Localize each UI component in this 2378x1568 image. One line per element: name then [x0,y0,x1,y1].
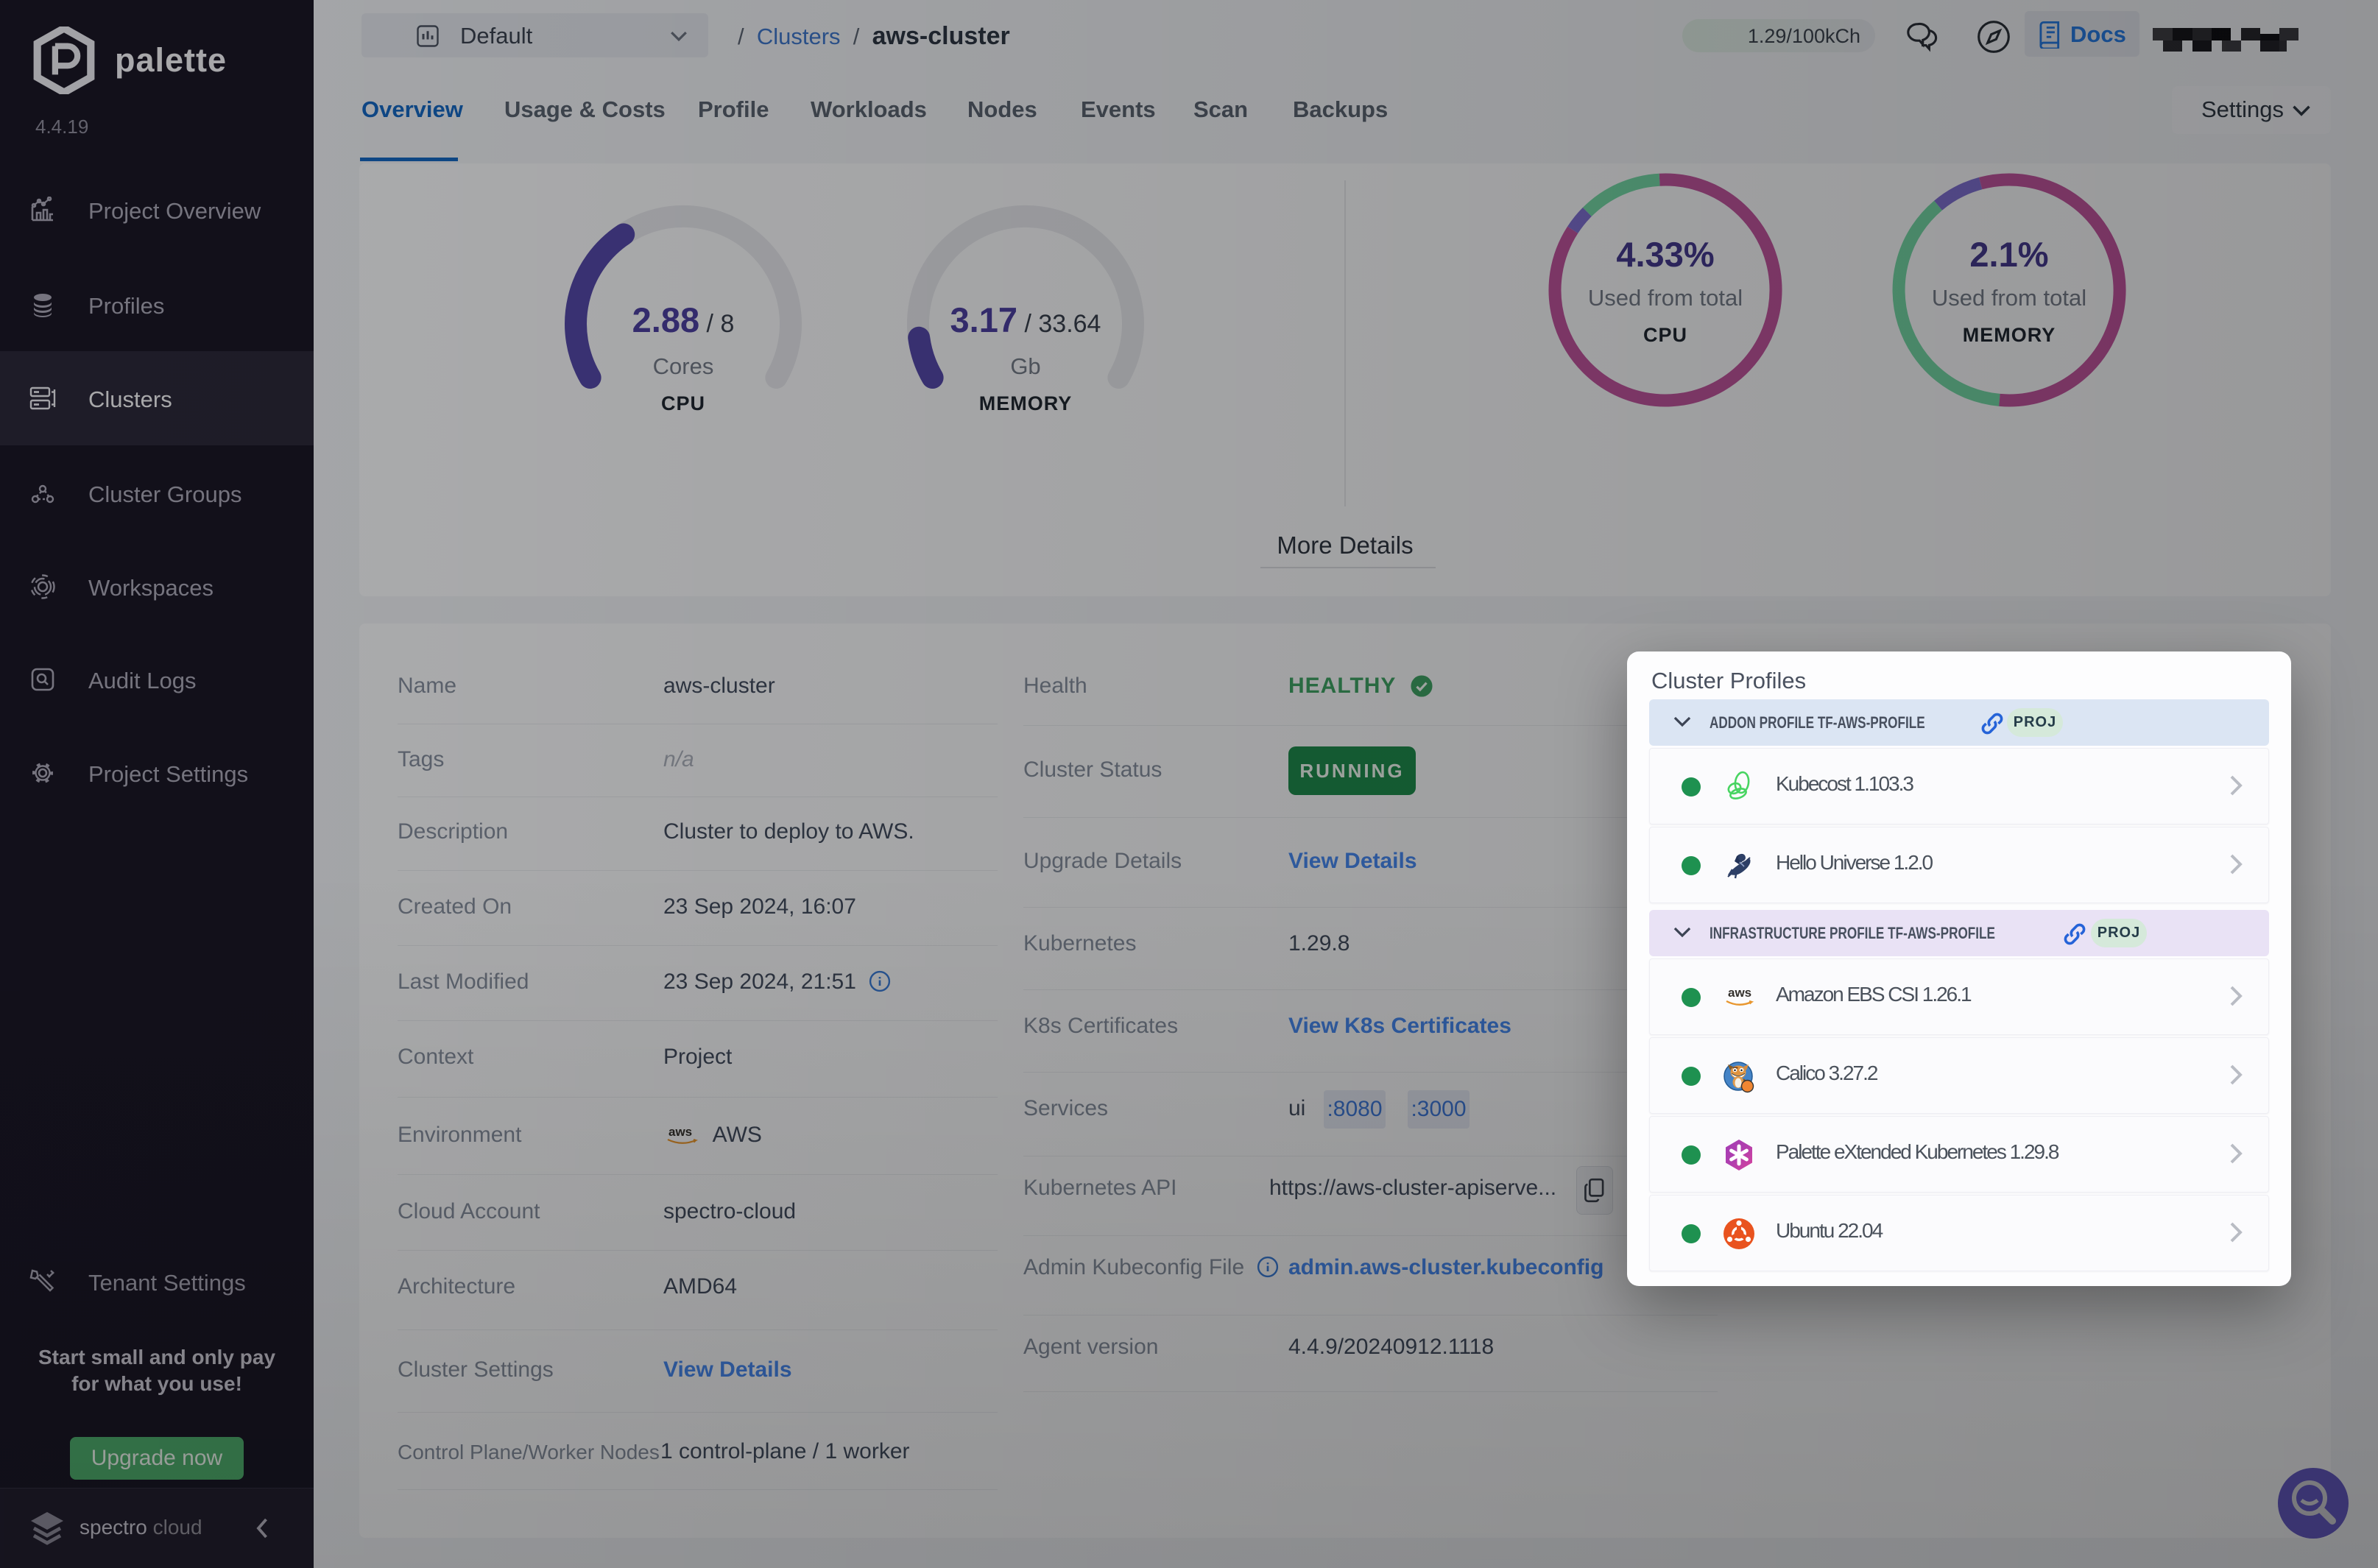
svg-text:aws: aws [668,1125,692,1139]
svg-text:aws: aws [1728,986,1751,1000]
